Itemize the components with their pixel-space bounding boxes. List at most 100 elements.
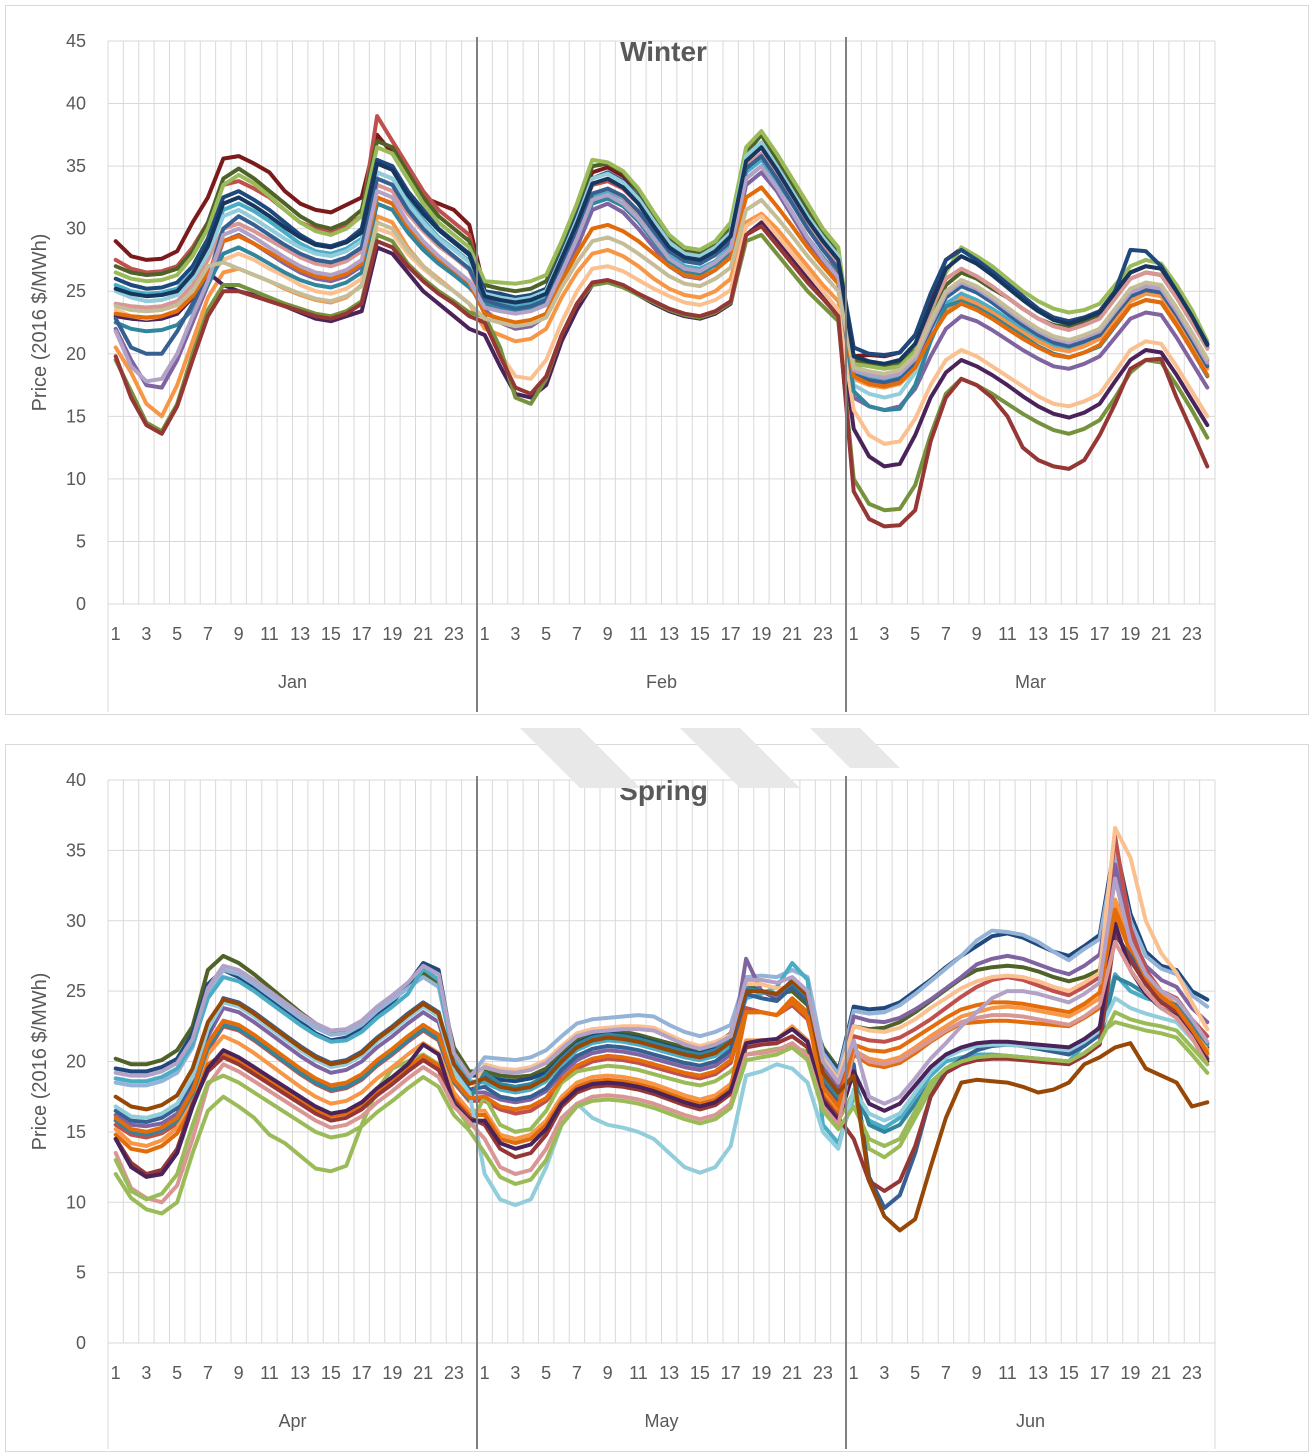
x-hour-tick-label: 23 bbox=[1182, 1363, 1202, 1383]
y-tick-label: 10 bbox=[66, 1192, 86, 1212]
x-hour-tick-label: 19 bbox=[751, 624, 771, 644]
x-hour-tick-label: 9 bbox=[234, 1363, 244, 1383]
x-hour-tick-label: 5 bbox=[541, 1363, 551, 1383]
series-line bbox=[113, 921, 1210, 1179]
x-month-label: May bbox=[644, 1411, 678, 1431]
x-hour-tick-label: 11 bbox=[260, 624, 279, 644]
series-line bbox=[113, 911, 1210, 1154]
x-hour-tick-label: 13 bbox=[659, 1363, 679, 1383]
x-hour-tick-label: 9 bbox=[603, 624, 613, 644]
x-hour-tick-label: 11 bbox=[998, 624, 1017, 644]
y-tick-label: 25 bbox=[66, 981, 86, 1001]
x-hour-tick-label: 1 bbox=[111, 1363, 121, 1383]
x-hour-tick-label: 17 bbox=[721, 1363, 741, 1383]
x-hour-tick-label: 15 bbox=[690, 624, 710, 644]
x-month-label: Feb bbox=[646, 672, 677, 692]
x-month-label: Jun bbox=[1016, 1411, 1045, 1431]
x-hour-tick-label: 23 bbox=[444, 1363, 464, 1383]
x-month-label: Apr bbox=[278, 1411, 306, 1431]
x-hour-tick-label: 17 bbox=[352, 1363, 372, 1383]
series-line bbox=[113, 939, 1210, 1205]
series-line bbox=[113, 897, 1210, 1148]
x-hour-tick-label: 1 bbox=[111, 624, 121, 644]
series-line bbox=[113, 214, 1210, 446]
x-hour-tick-label: 3 bbox=[141, 1363, 151, 1383]
y-tick-label: 10 bbox=[66, 469, 86, 489]
y-tick-label: 15 bbox=[66, 406, 86, 426]
y-tick-label: 35 bbox=[66, 156, 86, 176]
x-hour-tick-label: 7 bbox=[941, 624, 951, 644]
x-hour-tick-label: 15 bbox=[321, 624, 341, 644]
x-hour-tick-label: 3 bbox=[510, 1363, 520, 1383]
y-tick-label: 25 bbox=[66, 281, 86, 301]
series-line bbox=[113, 170, 1210, 413]
x-hour-tick-label: 3 bbox=[879, 624, 889, 644]
x-hour-tick-label: 5 bbox=[172, 624, 182, 644]
x-hour-tick-label: 17 bbox=[1090, 624, 1110, 644]
series-line bbox=[113, 996, 1210, 1208]
x-month-label: Jan bbox=[278, 672, 307, 692]
y-tick-label: 20 bbox=[66, 344, 86, 364]
series-line bbox=[113, 197, 1210, 376]
x-hour-tick-label: 7 bbox=[572, 624, 582, 644]
x-hour-tick-label: 5 bbox=[910, 1363, 920, 1383]
x-hour-tick-label: 9 bbox=[234, 624, 244, 644]
x-hour-tick-label: 19 bbox=[1120, 1363, 1140, 1383]
x-hour-tick-label: 11 bbox=[998, 1363, 1017, 1383]
x-hour-tick-label: 15 bbox=[1059, 1363, 1079, 1383]
series-line bbox=[113, 907, 1210, 1134]
x-hour-tick-label: 7 bbox=[941, 1363, 951, 1383]
x-hour-tick-label: 7 bbox=[203, 624, 213, 644]
x-hour-tick-label: 9 bbox=[603, 1363, 613, 1383]
x-hour-tick-label: 23 bbox=[1182, 624, 1202, 644]
x-hour-tick-label: 17 bbox=[721, 624, 741, 644]
x-hour-tick-label: 3 bbox=[141, 624, 151, 644]
x-hour-tick-label: 15 bbox=[1059, 624, 1079, 644]
chart-title: Winter bbox=[620, 36, 707, 67]
x-hour-tick-label: 11 bbox=[629, 624, 648, 644]
series-group bbox=[113, 825, 1210, 1233]
x-hour-tick-label: 7 bbox=[203, 1363, 213, 1383]
x-hour-tick-label: 3 bbox=[510, 624, 520, 644]
x-hour-tick-label: 5 bbox=[172, 1363, 182, 1383]
x-hour-tick-label: 1 bbox=[480, 1363, 490, 1383]
series-group bbox=[113, 114, 1210, 529]
x-hour-tick-label: 11 bbox=[260, 1363, 279, 1383]
y-tick-label: 0 bbox=[76, 594, 86, 614]
x-hour-tick-label: 23 bbox=[813, 624, 833, 644]
x-hour-tick-label: 7 bbox=[572, 1363, 582, 1383]
x-hour-tick-label: 19 bbox=[382, 624, 402, 644]
y-tick-label: 40 bbox=[66, 94, 86, 114]
x-hour-tick-label: 23 bbox=[813, 1363, 833, 1383]
x-hour-tick-label: 3 bbox=[879, 1363, 889, 1383]
x-hour-tick-label: 13 bbox=[290, 624, 310, 644]
x-hour-tick-label: 21 bbox=[1151, 624, 1171, 644]
x-hour-tick-label: 21 bbox=[1151, 1363, 1171, 1383]
series-line bbox=[113, 129, 1210, 371]
x-hour-tick-label: 23 bbox=[444, 624, 464, 644]
x-hour-tick-label: 1 bbox=[849, 624, 859, 644]
winter-chart-panel: 0 5 10 15 20 25 30 35 40 45 1 3 5 7 9 11 13 15 17 19 21 23 Jan… bbox=[5, 5, 1309, 715]
series-line bbox=[113, 979, 1210, 1233]
chart-title: Spring bbox=[619, 775, 708, 806]
y-tick-label: 40 bbox=[66, 770, 86, 790]
x-hour-tick-label: 5 bbox=[910, 624, 920, 644]
x-hour-tick-label: 21 bbox=[782, 1363, 802, 1383]
series-line bbox=[113, 154, 1210, 385]
x-hour-tick-label: 13 bbox=[1028, 624, 1048, 644]
y-axis-title: Price (2016 $/MWh) bbox=[29, 234, 51, 412]
y-tick-label: 5 bbox=[76, 531, 86, 551]
x-hour-tick-label: 11 bbox=[629, 1363, 648, 1383]
x-hour-tick-label: 17 bbox=[1090, 1363, 1110, 1383]
series-line bbox=[113, 862, 1210, 1129]
x-hour-tick-label: 1 bbox=[480, 624, 490, 644]
y-tick-label: 20 bbox=[66, 1052, 86, 1072]
y-tick-label: 5 bbox=[76, 1263, 86, 1283]
x-hour-tick-label: 13 bbox=[290, 1363, 310, 1383]
x-hour-tick-label: 15 bbox=[690, 1363, 710, 1383]
series-line bbox=[113, 224, 1210, 529]
x-hour-tick-label: 21 bbox=[413, 624, 433, 644]
x-hour-tick-label: 19 bbox=[751, 1363, 771, 1383]
